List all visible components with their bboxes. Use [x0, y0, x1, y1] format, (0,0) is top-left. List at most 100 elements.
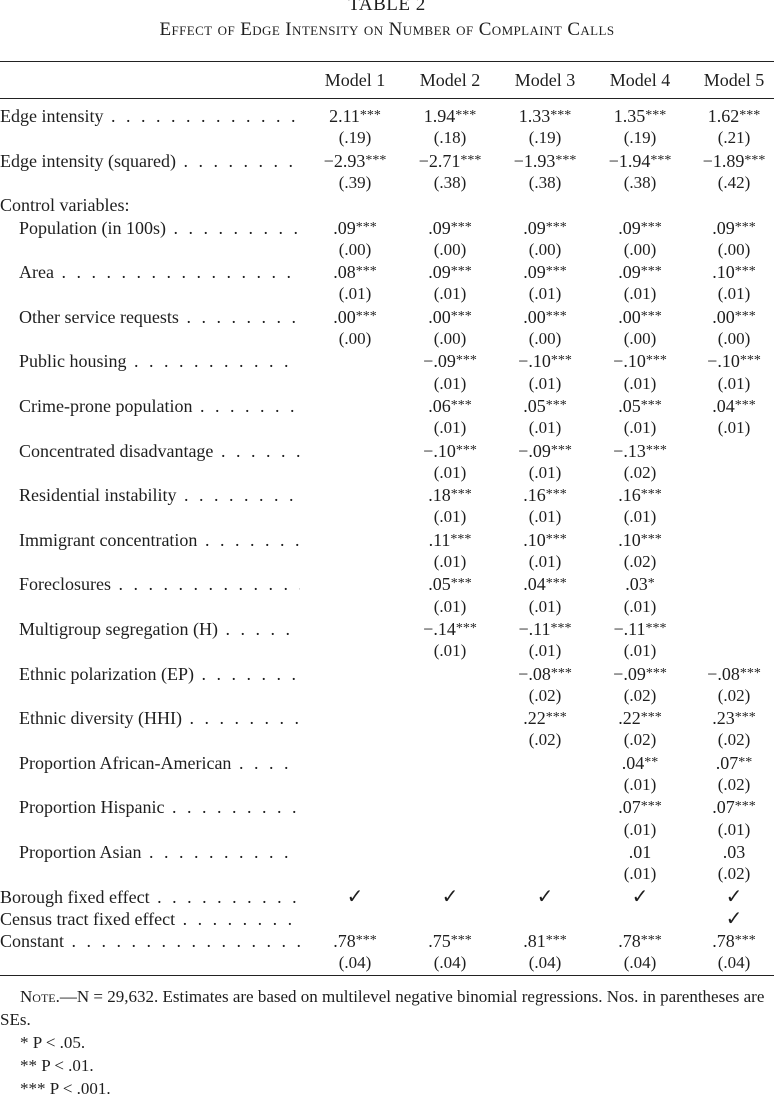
standard-error-cell: (.01) — [433, 462, 467, 482]
standard-error-cell: (.00) — [528, 329, 562, 348]
coefficient-cell: .05*** — [618, 395, 662, 416]
standard-error-row: (.01) (.01) — [0, 819, 774, 841]
coefficient-cell: −.11*** — [613, 618, 667, 639]
standard-error-cell: (.01) — [623, 775, 657, 794]
coefficient-cell: .07** — [715, 752, 753, 773]
coefficient-cell: −.11*** — [518, 618, 572, 639]
coefficient-cell: .07*** — [618, 797, 662, 818]
coefficient-cell: .09*** — [618, 262, 662, 283]
table-caption: Effect of Edge Intensity on Number of Co… — [159, 19, 615, 40]
standard-error-cell: (.01) — [528, 373, 562, 393]
standard-error-row: (.01) (.01) (.01) (.01) — [0, 417, 774, 439]
standard-error-cell: (.01) — [433, 373, 467, 393]
coefficient-cell: −.10*** — [613, 351, 667, 372]
standard-error-cell: (.00) — [338, 239, 372, 259]
coefficient-cell: .78*** — [618, 931, 662, 952]
standard-error-cell: (.01) — [623, 864, 657, 884]
standard-error-row: (.01) (.01) (.01) — [0, 506, 774, 528]
coefficient-row: Proportion Asian . . . . . . . . . . . .… — [0, 841, 774, 863]
standard-error-cell: (.02) — [623, 552, 657, 571]
coefficient-cell: .09*** — [523, 217, 567, 238]
coefficient-row: Proportion Hispanic . . . . . . . . . . … — [0, 796, 774, 818]
row-label: Foreclosures . . . . . . . . . . . . . .… — [19, 574, 300, 595]
row-label: Other service requests . . . . . . . . .… — [19, 306, 300, 327]
check-mark-icon: ✓ — [725, 907, 743, 930]
coefficient-cell: −.09*** — [613, 663, 667, 684]
coefficient-cell: −2.71*** — [418, 150, 482, 171]
standard-error-cell: (.02) — [717, 730, 751, 750]
coefficient-row: Ethnic diversity (HHI) . . . . . . . . .… — [0, 707, 774, 729]
coefficient-cell: −.10*** — [423, 440, 477, 461]
row-label: Constant . . . . . . . . . . . . . . . .… — [0, 931, 300, 952]
bottom-rule — [0, 975, 774, 976]
coefficient-cell: .16*** — [523, 485, 567, 506]
coefficient-cell: 1.33*** — [518, 106, 572, 126]
standard-error-cell: (.21) — [717, 128, 751, 148]
coefficient-row: Edge intensity . . . . . . . . . . . . .… — [0, 105, 774, 127]
check-mark-icon: ✓ — [441, 885, 459, 908]
standard-error-cell: (.01) — [717, 373, 751, 393]
row-label: Area . . . . . . . . . . . . . . . . . .… — [19, 262, 300, 283]
coefficient-cell: .16*** — [618, 485, 662, 506]
row-label: Proportion Hispanic . . . . . . . . . . … — [19, 797, 300, 818]
standard-error-cell: (.00) — [717, 329, 751, 348]
table-number: TABLE 2 — [348, 0, 426, 15]
row-label: Proportion African-American . . . . . . … — [19, 752, 300, 773]
row-label: Ethnic diversity (HHI) . . . . . . . . .… — [19, 708, 300, 729]
standard-error-cell: (.19) — [623, 128, 657, 148]
coefficient-cell: 1.94*** — [423, 106, 477, 126]
coefficient-cell: .78*** — [712, 931, 756, 952]
coefficient-cell: .09*** — [428, 217, 472, 238]
standard-error-cell: (.01) — [623, 819, 657, 839]
coefficient-cell: .23*** — [712, 708, 756, 729]
coefficient-cell: .04*** — [523, 574, 567, 595]
standard-error-cell: (.02) — [528, 730, 562, 750]
column-header-model-2: Model 2 — [419, 70, 481, 90]
standard-error-cell: (.01) — [623, 373, 657, 393]
coefficient-row: Edge intensity (squared) . . . . . . . .… — [0, 150, 774, 172]
coefficient-cell: .10*** — [618, 529, 662, 550]
constant-row: Constant . . . . . . . . . . . . . . . .… — [0, 930, 774, 952]
standard-error-cell: (.02) — [623, 462, 657, 482]
coefficient-row: Other service requests . . . . . . . . .… — [0, 306, 774, 328]
standard-error-cell: (.01) — [433, 284, 467, 304]
check-mark-icon: ✓ — [346, 885, 364, 908]
standard-error-row: (.00) (.00) (.00) (.00) (.00) — [0, 328, 774, 350]
table-note: Note.—N = 29,632. Estimates are based on… — [0, 985, 770, 1100]
coefficient-cell: .04*** — [712, 395, 756, 416]
coefficient-cell: .05*** — [523, 395, 567, 416]
coefficient-cell: .07*** — [712, 797, 756, 818]
coefficient-cell: .09*** — [618, 217, 662, 238]
coefficient-row: Area . . . . . . . . . . . . . . . . . .… — [0, 261, 774, 283]
standard-error-row: (.19) (.18) (.19) (.19) (.21) — [0, 127, 774, 149]
standard-error-cell: (.00) — [623, 329, 657, 348]
coefficient-cell: .22*** — [618, 708, 662, 729]
coefficient-cell: −.08*** — [707, 663, 761, 684]
standard-error-row: (.01) (.01) (.01) (.01) (.01) — [0, 283, 774, 305]
standard-error-cell: (.02) — [623, 685, 657, 705]
coefficient-cell: −.10*** — [518, 351, 572, 372]
row-label: Immigrant concentration . . . . . . . . … — [19, 529, 300, 550]
standard-error-cell: (.01) — [338, 284, 372, 304]
coefficient-cell: .09*** — [333, 217, 377, 238]
coefficient-cell: −2.93*** — [323, 150, 387, 171]
standard-error-cell: (.00) — [433, 239, 467, 259]
coefficient-row: Public housing . . . . . . . . . . . . .… — [0, 350, 774, 372]
coefficient-cell: .03* — [625, 574, 655, 595]
coefficient-cell: .08*** — [333, 262, 377, 283]
standard-error-cell: (.00) — [717, 239, 751, 259]
standard-error-row: (.02) (.02) (.02) — [0, 729, 774, 751]
column-header-row: Model 1 Model 2 Model 3 Model 4 Model 5 — [0, 70, 774, 94]
standard-error-cell: (.01) — [433, 418, 467, 438]
standard-error-row: (.01) (.02) — [0, 863, 774, 885]
standard-error-row: (.01) (.01) (.02) — [0, 551, 774, 573]
standard-error-row: (.01) (.01) (.01) — [0, 596, 774, 618]
coefficient-row: Residential instability . . . . . . . . … — [0, 484, 774, 506]
coefficient-cell: .09*** — [523, 262, 567, 283]
standard-error-cell: (.01) — [528, 284, 562, 304]
standard-error-row: (.01) (.01) (.01) — [0, 640, 774, 662]
significance-line: ** P < .01. — [20, 1056, 94, 1075]
standard-error-cell: (.01) — [433, 641, 467, 661]
coefficient-cell: .09*** — [428, 262, 472, 283]
coefficient-cell: 1.35*** — [613, 106, 667, 126]
